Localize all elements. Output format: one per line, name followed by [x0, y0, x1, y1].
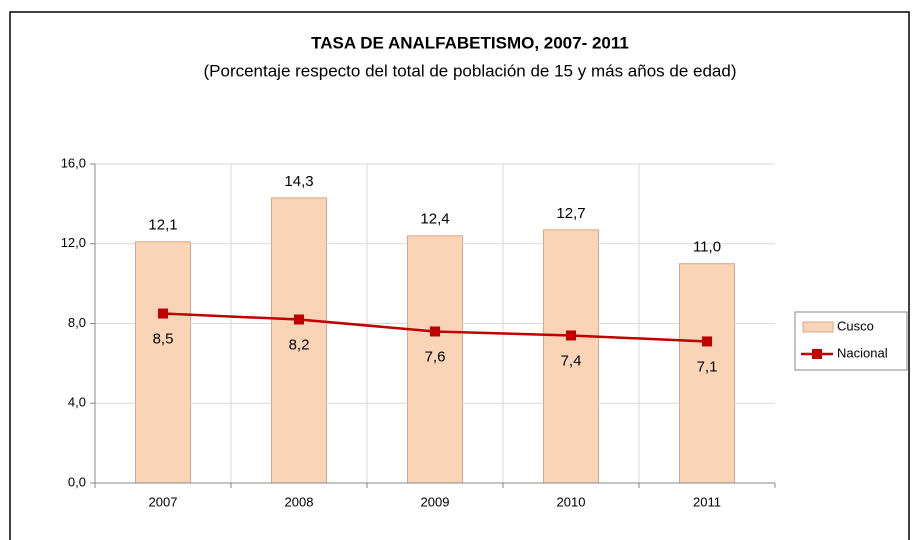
bar-value-label: 11,0: [693, 239, 721, 256]
bar-value-label: 12,7: [556, 205, 585, 222]
chart-subtitle: (Porcentaje respecto del total de poblac…: [203, 61, 736, 80]
y-tick-label: 12,0: [61, 235, 86, 250]
line-marker: [702, 336, 712, 347]
bar: [679, 263, 735, 484]
chart-title: TASA DE ANALFABETISMO, 2007- 2011: [311, 33, 629, 52]
y-tick-label: 4,0: [68, 395, 86, 410]
y-tick-label: 8,0: [68, 315, 86, 330]
bar-value-label: 12,1: [148, 217, 177, 234]
x-tick-label: 2011: [693, 494, 721, 509]
line-value-label: 8,2: [289, 336, 310, 353]
line-value-label: 7,6: [425, 348, 446, 365]
bar: [135, 241, 191, 484]
line-marker: [566, 330, 576, 341]
legend-swatch: [802, 321, 834, 333]
line-marker: [430, 326, 440, 337]
line-marker: [294, 314, 304, 325]
line-value-label: 8,5: [153, 331, 174, 348]
y-tick-label: 16,0: [61, 155, 86, 170]
legend-marker: [812, 349, 822, 359]
bar-value-label: 12,4: [420, 211, 449, 228]
line-value-label: 7,4: [561, 352, 582, 369]
y-tick-label: 0,0: [68, 474, 86, 489]
bar: [543, 229, 599, 484]
line-marker: [158, 308, 168, 319]
legend-label: Nacional: [837, 345, 888, 360]
line-value-label: 7,1: [697, 358, 718, 375]
x-tick-label: 2009: [421, 494, 450, 509]
x-tick-label: 2007: [149, 494, 178, 509]
bar-value-label: 14,3: [284, 173, 313, 190]
legend-label: Cusco: [837, 318, 874, 333]
x-tick-label: 2008: [285, 494, 314, 509]
x-tick-label: 2010: [557, 494, 586, 509]
